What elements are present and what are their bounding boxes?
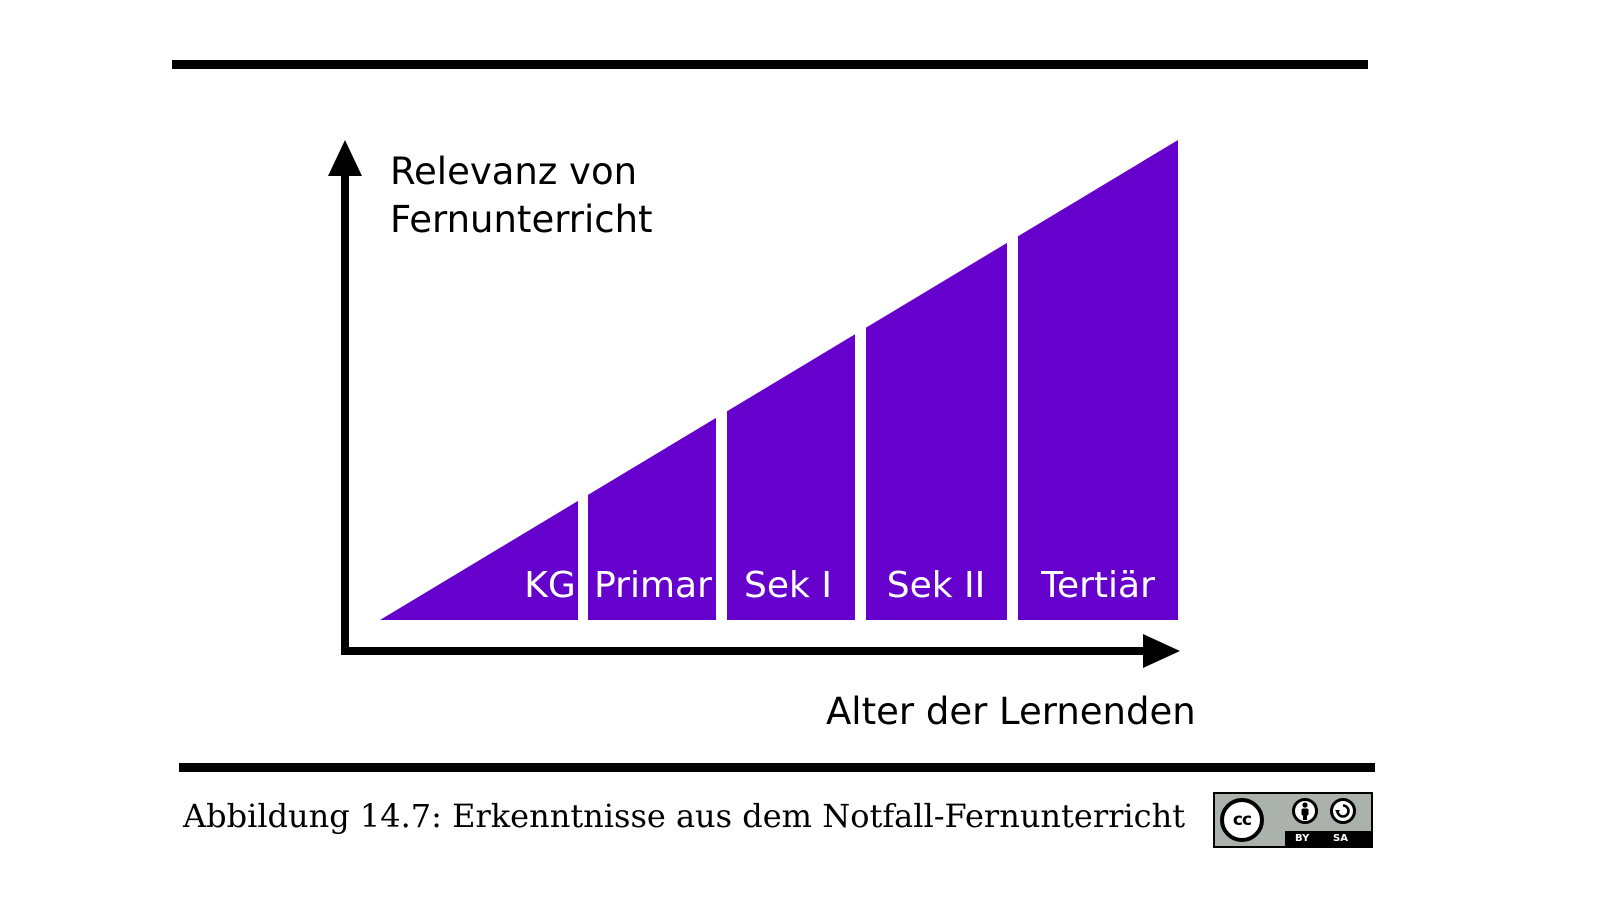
- top-rule: [172, 60, 1368, 69]
- x-axis-label: Alter der Lernenden: [826, 690, 1196, 733]
- segment-label-5: Tertiär: [1040, 565, 1155, 606]
- cc-icon: cc: [1220, 798, 1264, 842]
- figure-caption: Abbildung 14.7: Erkenntnisse aus dem Not…: [183, 797, 1186, 835]
- y-axis-label-line-2: Fernunterricht: [390, 198, 653, 241]
- bottom-rule: [179, 763, 1375, 772]
- share-alike-icon: [1330, 798, 1356, 824]
- segment-3: [727, 334, 855, 620]
- segment-1: [380, 500, 578, 620]
- y-axis-label-line-1: Relevanz von: [390, 150, 637, 193]
- person-icon-glyph: [1301, 802, 1309, 820]
- segment-label-4: Sek II: [887, 565, 986, 606]
- segment-4: [866, 242, 1007, 620]
- segments-group: KG Primar Sek I Sek II Tertiär: [380, 140, 1178, 620]
- y-axis-arrow: [328, 140, 362, 176]
- by-label: BY: [1295, 833, 1310, 844]
- share-alike-icon-glyph: [1335, 804, 1350, 818]
- license-strip: [1285, 831, 1371, 846]
- segment-label-2: Primar: [594, 565, 712, 606]
- x-axis-arrow: [1143, 634, 1180, 668]
- cc-by-sa-license-badge: cc BY SA: [1213, 792, 1373, 848]
- sa-label: SA: [1333, 833, 1348, 844]
- segment-label-3: Sek I: [744, 565, 832, 606]
- segment-label-1: KG: [524, 565, 576, 606]
- segment-5: [1018, 140, 1178, 620]
- person-icon: [1292, 798, 1318, 824]
- segment-2: [588, 417, 716, 620]
